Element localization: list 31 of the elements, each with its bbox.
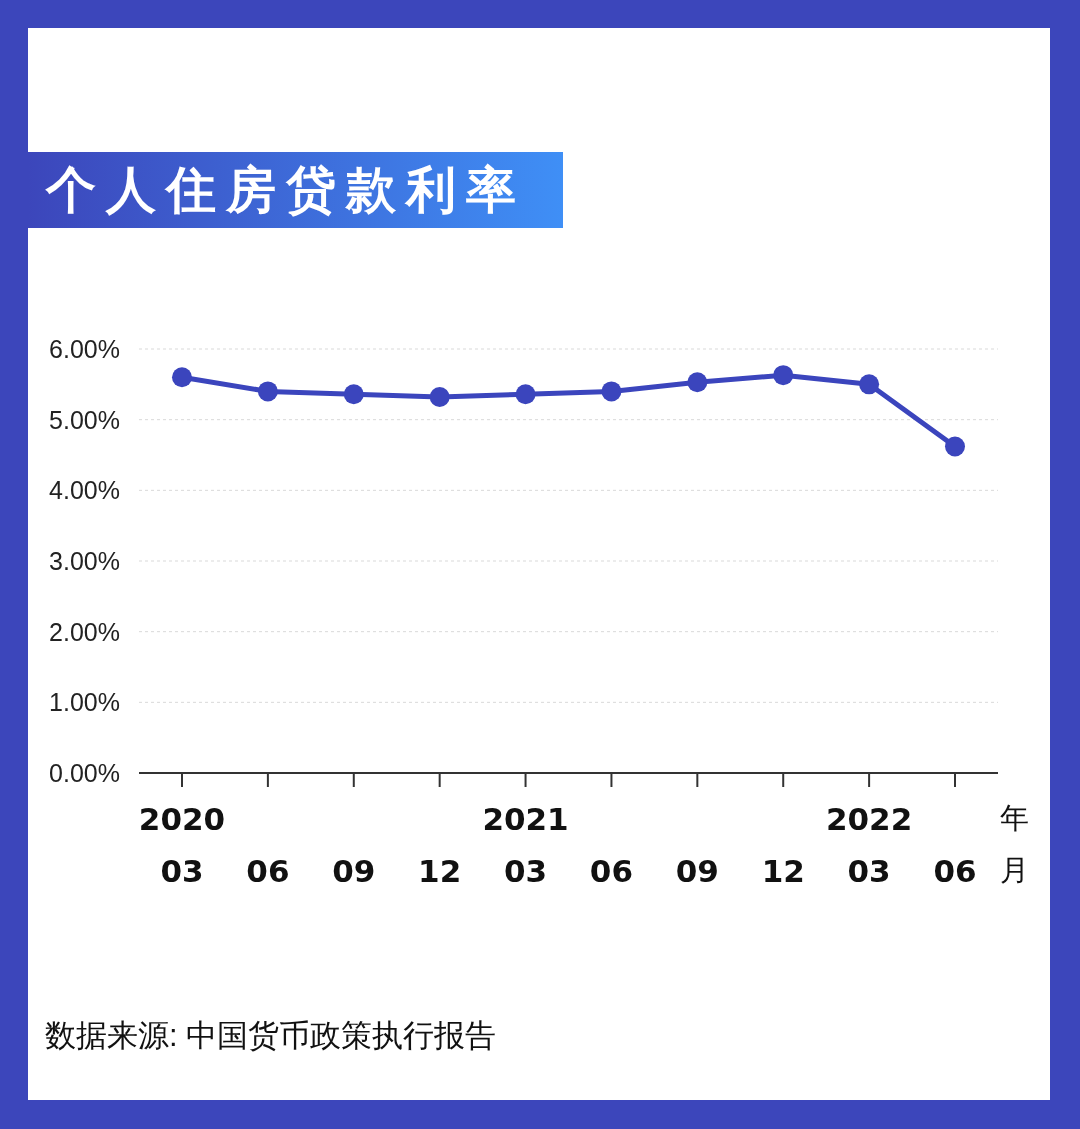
x-tick-label: 06 <box>589 853 634 889</box>
x-tick-label: 06 <box>246 853 290 889</box>
y-tick-label: 4.00% <box>49 476 120 505</box>
point <box>601 381 622 402</box>
y-tick-label: 0.00% <box>49 759 120 787</box>
y-tick-label: 3.00% <box>49 547 120 575</box>
chart-title: 个人住房贷款利率 <box>46 161 526 220</box>
x-axis-title: 年月 <box>999 801 1029 888</box>
x-tick-label: 09 <box>675 853 719 889</box>
x-tick-label: 2020 03 <box>138 801 226 889</box>
y-tick-label: 1.00% <box>49 688 120 717</box>
x-tick-label: 06 <box>933 853 977 889</box>
point <box>945 436 965 457</box>
y-tick-label: 5.00% <box>49 405 120 434</box>
point <box>773 365 794 386</box>
point <box>687 372 708 393</box>
title-banner: 个人住房贷款利率 <box>28 152 563 228</box>
x-tick-label: 12 <box>761 853 805 889</box>
y-tick-label: 6.00% <box>49 335 120 363</box>
point <box>515 384 536 405</box>
point <box>859 374 880 395</box>
point <box>343 384 364 405</box>
point <box>172 367 192 388</box>
x-tick-label: 2021 03 <box>482 801 569 889</box>
point <box>257 381 278 402</box>
point <box>429 387 450 408</box>
x-tick-label: 2022 03 <box>825 801 913 889</box>
x-tick-label: 09 <box>332 853 376 889</box>
y-tick-label: 2.00% <box>49 617 120 646</box>
x-tick-label: 12 <box>418 853 462 889</box>
source-note: 数据来源: 中国货币政策执行报告 <box>45 1017 497 1055</box>
